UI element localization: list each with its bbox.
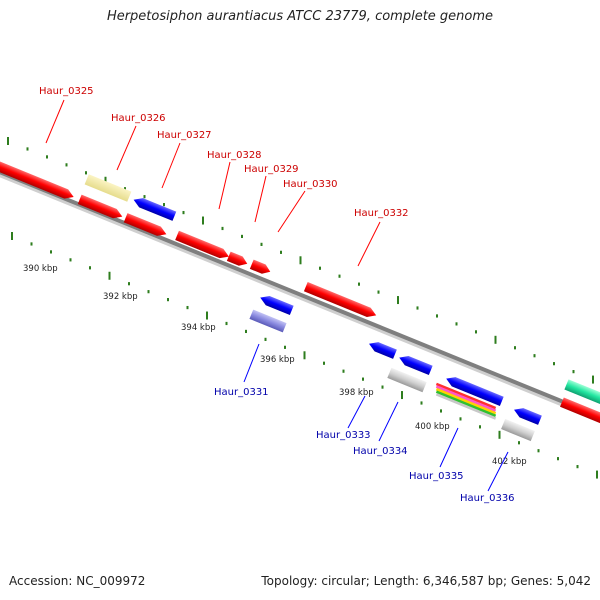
gene-arrow-haur-0332 [303, 282, 377, 317]
pseudogene-feature [84, 174, 132, 202]
gene-label-haur-0335: Haur_0335 [409, 471, 464, 482]
gene-arrow-haur-0330 [249, 259, 271, 274]
stacked-feature-band [435, 390, 497, 418]
gene-arrow-haur-0327 [123, 213, 167, 236]
gene-label-haur-0333: Haur_0333 [316, 430, 371, 441]
ruler-label: 398 kbp [339, 388, 374, 398]
grey-feature-haur-0336 [501, 418, 535, 442]
leader-line-forward [116, 125, 137, 171]
gene-arrow-haur-0331 [260, 295, 294, 316]
ruler-label: 392 kbp [103, 292, 138, 302]
stacked-feature-band [435, 387, 497, 415]
gene-arrow-haur-0334-upper [399, 355, 433, 376]
leader-line-forward [277, 190, 306, 233]
ruler-label: 394 kbp [181, 323, 216, 333]
label-leader-lines [45, 99, 509, 492]
stacked-feature-band [435, 385, 497, 412]
gene-label-haur-0328: Haur_0328 [207, 150, 262, 161]
ruler-label: 400 kbp [415, 422, 450, 432]
leader-line-forward [45, 99, 65, 144]
gene-label-haur-0325: Haur_0325 [39, 86, 94, 97]
gene-features [0, 158, 600, 442]
leader-line-reverse [487, 451, 509, 492]
leader-line-reverse [378, 401, 399, 442]
genome-summary-text: Topology: circular; Length: 6,346,587 bp… [261, 574, 591, 588]
grey-feature-haur-0334 [387, 367, 427, 393]
gene-label-haur-0331: Haur_0331 [214, 387, 269, 398]
gene-arrow-haur-0336-upper [514, 408, 542, 425]
leader-line-forward [161, 142, 181, 189]
gene-label-haur-0327: Haur_0327 [157, 130, 212, 141]
gene-arrow-haur-0333-upper [369, 342, 397, 359]
map-title: Herpetosiphon aurantiacus ATCC 23779, co… [106, 9, 494, 24]
ruler-label: 396 kbp [260, 355, 295, 365]
misc-feature-edge [564, 379, 600, 405]
gene-arrow-haur-0326 [77, 194, 123, 219]
gene-arrow-haur-0325 [0, 158, 74, 199]
tick-rows [7, 137, 598, 479]
gene-label-haur-0326: Haur_0326 [111, 113, 166, 124]
gene-label-haur-0330: Haur_0330 [283, 179, 338, 190]
leader-line-forward [357, 221, 381, 267]
stacked-feature-band [435, 393, 497, 420]
ruler-label: 390 kbp [23, 264, 58, 274]
leader-line-reverse [243, 343, 260, 383]
gene-label-haur-0334: Haur_0334 [353, 446, 408, 457]
ruler-labels: 390 kbp 392 kbp 394 kbp 396 kbp 398 kbp 400 k… [23, 264, 527, 467]
leader-line-forward [218, 161, 231, 210]
accession-text: Accession: NC_009972 [9, 574, 146, 588]
rna-feature-haur-0331 [249, 309, 287, 333]
gene-arrow-reverse-upper [133, 198, 177, 221]
leader-line-forward [254, 175, 267, 223]
gene-arrow-haur-0328 [175, 230, 229, 259]
ruler-label: 402 kbp [492, 457, 527, 467]
gene-arrow-edge-forward [560, 397, 600, 424]
gene-arrow-haur-0335-upper [446, 377, 504, 406]
gene-label-haur-0332: Haur_0332 [354, 208, 409, 219]
stacked-feature-band [435, 382, 497, 410]
leader-line-reverse [347, 395, 366, 429]
gene-arrow-haur-0329 [226, 251, 248, 266]
gene-labels: Haur_0325 Haur_0326 Haur_0327 Haur_0328 Haur… [39, 86, 515, 504]
leader-line-reverse [439, 427, 459, 468]
gene-label-haur-0336: Haur_0336 [460, 493, 515, 504]
gene-label-haur-0329: Haur_0329 [244, 164, 299, 175]
